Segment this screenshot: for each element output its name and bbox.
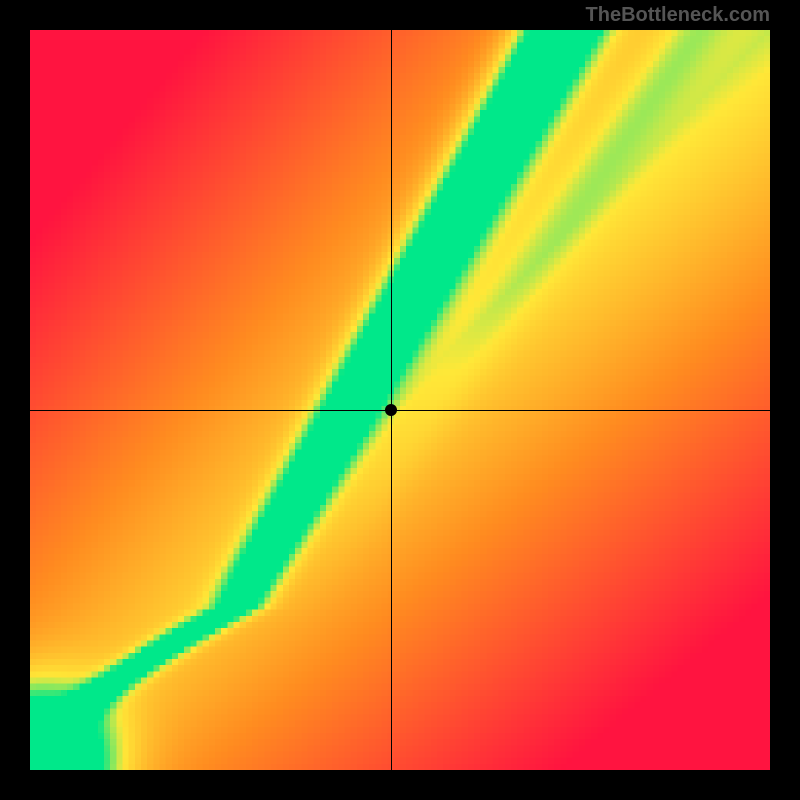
crosshair-vertical xyxy=(391,30,392,770)
crosshair-horizontal xyxy=(30,410,770,411)
chart-container: TheBottleneck.com xyxy=(0,0,800,800)
heatmap-canvas xyxy=(30,30,770,770)
watermark-text: TheBottleneck.com xyxy=(586,4,770,27)
